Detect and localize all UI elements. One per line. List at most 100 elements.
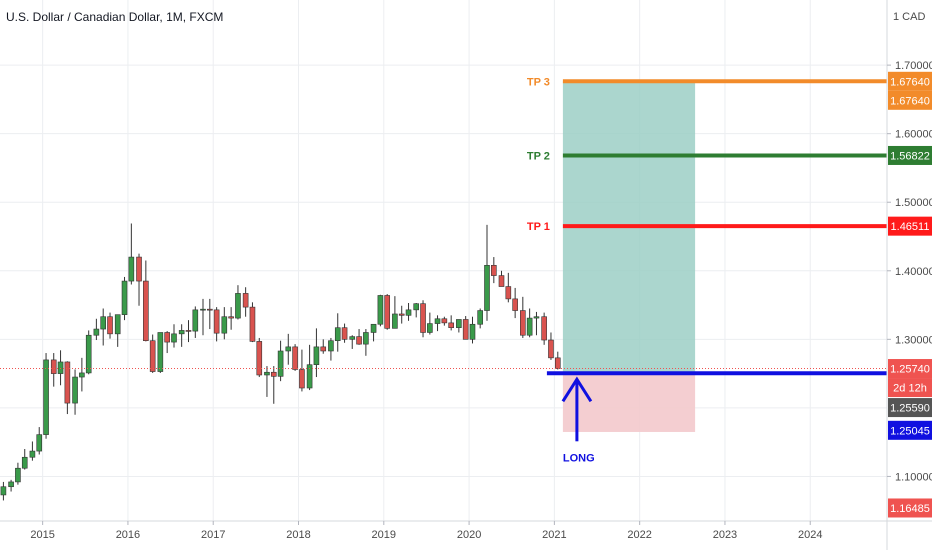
candle-up (349, 336, 356, 340)
candle-down (242, 293, 249, 308)
candle-up (370, 323, 377, 333)
candle-up (93, 328, 100, 336)
candle-up (192, 309, 199, 332)
candle-up (264, 371, 270, 376)
price-tag (888, 498, 932, 518)
price-tag (888, 71, 932, 91)
candle-up (427, 323, 433, 333)
currency-unit-label: 1 CAD (893, 11, 925, 23)
price-tag-label: 1.25740 (890, 364, 930, 376)
candle-down (356, 336, 362, 345)
time-tick-label: 2024 (798, 529, 822, 541)
candle-up (306, 364, 313, 389)
candle-up (171, 333, 177, 343)
position-zones (562, 81, 696, 432)
price-tick-label: 1.60000 (895, 129, 932, 141)
price-tick-label: 1.70000 (895, 60, 932, 72)
candle-down (554, 357, 561, 369)
candle-up (29, 450, 36, 458)
candle-down (64, 361, 71, 404)
candle-up (8, 481, 14, 488)
time-tick-label: 2019 (372, 529, 396, 541)
candle-up (456, 319, 462, 328)
time-axis[interactable]: 2015 2016 2017 2018 2019 2020 2021 2022 2023 2024 (30, 521, 822, 541)
time-tick-label: 2016 (116, 529, 140, 541)
price-tick-label: 1.10000 (895, 471, 932, 483)
candle-down (292, 346, 298, 370)
time-tick-label: 2021 (542, 529, 566, 541)
price-tag-label: 1.25045 (890, 425, 930, 437)
price-tick-label: 1.50000 (895, 197, 932, 209)
candle-up (15, 467, 21, 483)
candle-up (21, 456, 28, 469)
candle-up (533, 316, 540, 319)
candle-up (377, 295, 384, 325)
candle-down (185, 330, 192, 332)
loss-zone (562, 373, 696, 432)
candle-up (0, 486, 7, 496)
price-tag (888, 398, 932, 418)
candle-up (469, 323, 476, 340)
candle-down (207, 308, 213, 311)
candle-down (107, 316, 113, 335)
candle-down (136, 256, 142, 282)
price-tag (888, 90, 932, 110)
price-tags: 1.67640 1.67640 1.56822 1.46511 1.25740 2d 12… (888, 71, 932, 518)
candle-down (270, 371, 277, 377)
price-tag (888, 359, 932, 379)
time-tick-label: 2015 (30, 529, 54, 541)
long-arrow-head (561, 376, 593, 403)
candle-down (213, 309, 220, 334)
tp2-label: TP 2 (527, 150, 550, 162)
candle-down (512, 298, 518, 311)
candle-up (43, 359, 49, 435)
candle-down (505, 286, 512, 300)
candle-up (57, 361, 64, 374)
candle-down (441, 318, 448, 324)
candle-down (320, 346, 327, 352)
candle-down (164, 332, 170, 343)
candle-down (299, 369, 305, 389)
candle-up (313, 346, 320, 365)
candle-down (498, 275, 505, 287)
candle-down (149, 340, 156, 372)
price-tag-label: 1.67640 (890, 95, 930, 107)
chart-title: U.S. Dollar / Canadian Dollar, 1M, FXCM (6, 10, 223, 24)
candle-down (420, 303, 426, 333)
tp3-label: TP 3 (527, 76, 550, 88)
price-tag-label: 1.46511 (891, 221, 930, 233)
candle-up (413, 303, 420, 311)
price-tag (888, 378, 932, 398)
candle-down (448, 322, 454, 328)
time-tick-label: 2020 (457, 529, 481, 541)
price-tick-label: 1.40000 (895, 266, 932, 278)
price-axis[interactable]: 1.70000 1.60000 1.50000 1.40000 1.30000 1.100… (887, 60, 932, 483)
candle-up (392, 313, 398, 329)
candle-down (341, 327, 348, 340)
price-tag-label: 1.67640 (890, 76, 930, 88)
candle-up (285, 346, 292, 352)
price-tag (888, 145, 932, 165)
candle-up (157, 332, 164, 372)
long-label: LONG (563, 452, 595, 464)
time-tick-label: 2023 (713, 529, 737, 541)
candle-down (228, 316, 234, 319)
price-tick-label: 1.30000 (895, 334, 932, 346)
candle-up (526, 317, 533, 336)
candle-down (548, 339, 554, 359)
candle-down (462, 319, 469, 340)
candle-up (477, 310, 483, 325)
price-tag (888, 216, 932, 236)
target-lines (546, 79, 887, 442)
price-tag-label: 1.16485 (890, 503, 930, 515)
tp1-label: TP 1 (527, 221, 550, 233)
candle-up (200, 308, 206, 311)
candle-up (328, 340, 334, 352)
candle-up (178, 330, 185, 335)
candle-up (405, 309, 412, 316)
time-tick-label: 2017 (201, 529, 225, 541)
candle-down (398, 313, 405, 316)
candle-up (121, 280, 128, 315)
